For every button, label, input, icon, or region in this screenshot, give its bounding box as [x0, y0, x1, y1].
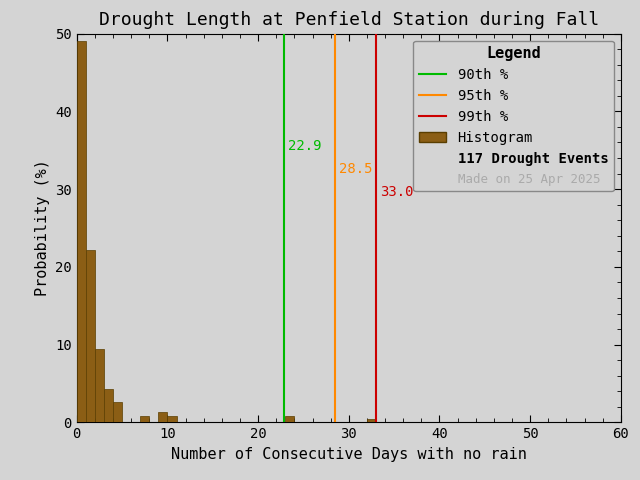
Bar: [113, 402, 122, 422]
Legend: 90th %, 95th %, 99th %, Histogram, 117 Drought Events, Made on 25 Apr 2025: 90th %, 95th %, 99th %, Histogram, 117 D…: [413, 40, 614, 192]
Y-axis label: Probability (%): Probability (%): [35, 159, 50, 297]
Bar: [104, 389, 113, 422]
Bar: [95, 349, 104, 422]
Bar: [367, 419, 376, 422]
Text: 22.9: 22.9: [288, 139, 321, 153]
Text: 28.5: 28.5: [339, 162, 372, 176]
Bar: [77, 41, 86, 422]
Bar: [86, 250, 95, 422]
Bar: [168, 416, 177, 422]
Bar: [285, 416, 294, 422]
X-axis label: Number of Consecutive Days with no rain: Number of Consecutive Days with no rain: [171, 447, 527, 462]
Bar: [158, 412, 168, 422]
Title: Drought Length at Penfield Station during Fall: Drought Length at Penfield Station durin…: [99, 11, 599, 29]
Bar: [140, 416, 149, 422]
Text: 33.0: 33.0: [380, 185, 413, 199]
